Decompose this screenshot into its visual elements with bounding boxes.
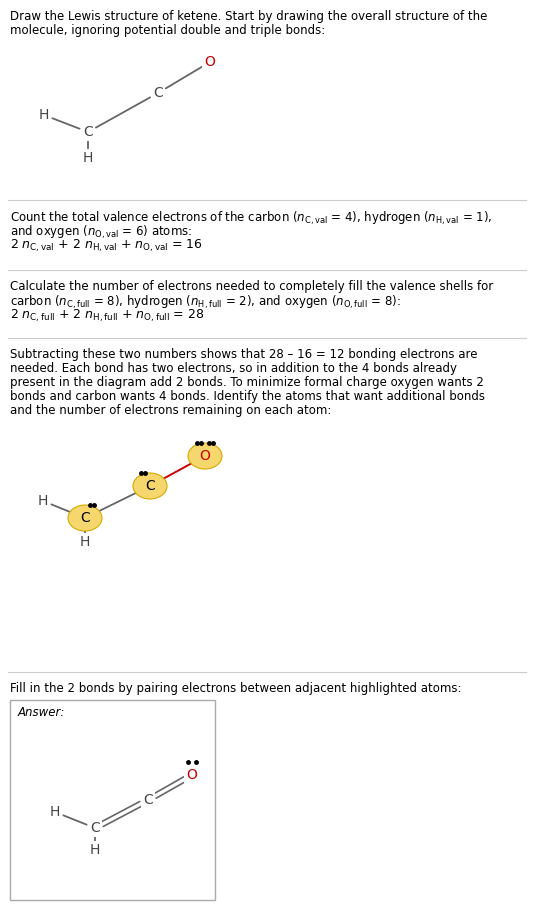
Text: C: C	[90, 821, 100, 835]
Text: O: O	[205, 55, 215, 69]
Text: H: H	[83, 151, 93, 165]
Text: O: O	[186, 768, 198, 782]
Text: H: H	[80, 535, 90, 549]
Text: and the number of electrons remaining on each atom:: and the number of electrons remaining on…	[10, 404, 332, 417]
Text: Count the total valence electrons of the carbon ($n_\mathrm{C,val}$ = 4), hydrog: Count the total valence electrons of the…	[10, 210, 492, 227]
Text: C: C	[153, 86, 163, 100]
Text: H: H	[50, 805, 60, 819]
Text: 2 $n_\mathrm{C,full}$ + 2 $n_\mathrm{H,full}$ + $n_\mathrm{O,full}$ = 28: 2 $n_\mathrm{C,full}$ + 2 $n_\mathrm{H,f…	[10, 308, 205, 325]
Text: and oxygen ($n_\mathrm{O,val}$ = 6) atoms:: and oxygen ($n_\mathrm{O,val}$ = 6) atom…	[10, 224, 192, 241]
Text: C: C	[145, 479, 155, 493]
Text: H: H	[38, 494, 48, 508]
Text: Answer:: Answer:	[18, 706, 65, 719]
Text: H: H	[90, 843, 100, 857]
Text: Fill in the 2 bonds by pairing electrons between adjacent highlighted atoms:: Fill in the 2 bonds by pairing electrons…	[10, 682, 461, 695]
Text: Subtracting these two numbers shows that 28 – 16 = 12 bonding electrons are: Subtracting these two numbers shows that…	[10, 348, 477, 361]
Ellipse shape	[188, 443, 222, 469]
Ellipse shape	[68, 505, 102, 531]
Text: C: C	[80, 511, 90, 525]
Text: molecule, ignoring potential double and triple bonds:: molecule, ignoring potential double and …	[10, 24, 325, 37]
Text: bonds and carbon wants 4 bonds. Identify the atoms that want additional bonds: bonds and carbon wants 4 bonds. Identify…	[10, 390, 485, 403]
Text: needed. Each bond has two electrons, so in addition to the 4 bonds already: needed. Each bond has two electrons, so …	[10, 362, 457, 375]
FancyBboxPatch shape	[10, 700, 215, 900]
Text: H: H	[39, 108, 49, 122]
Ellipse shape	[133, 473, 167, 499]
Text: C: C	[83, 125, 93, 139]
Text: O: O	[200, 449, 210, 463]
Text: present in the diagram add 2 bonds. To minimize formal charge oxygen wants 2: present in the diagram add 2 bonds. To m…	[10, 376, 484, 389]
Text: 2 $n_\mathrm{C,val}$ + 2 $n_\mathrm{H,val}$ + $n_\mathrm{O,val}$ = 16: 2 $n_\mathrm{C,val}$ + 2 $n_\mathrm{H,va…	[10, 238, 203, 254]
Text: carbon ($n_\mathrm{C,full}$ = 8), hydrogen ($n_\mathrm{H,full}$ = 2), and oxygen: carbon ($n_\mathrm{C,full}$ = 8), hydrog…	[10, 294, 401, 311]
Text: C: C	[143, 793, 153, 807]
Text: Calculate the number of electrons needed to completely fill the valence shells f: Calculate the number of electrons needed…	[10, 280, 493, 293]
Text: Draw the Lewis structure of ketene. Start by drawing the overall structure of th: Draw the Lewis structure of ketene. Star…	[10, 10, 488, 23]
